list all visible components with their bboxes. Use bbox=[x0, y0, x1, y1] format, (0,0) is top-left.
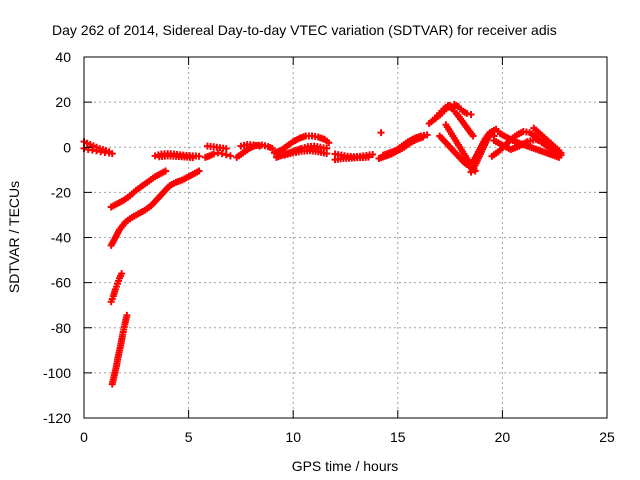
series-seg-r bbox=[377, 129, 385, 137]
data-point bbox=[226, 152, 234, 160]
y-tick-label: 20 bbox=[55, 94, 71, 110]
tick-labels: 0 5 10 15 20 25 -120 -100 -80 -60 -40 -20 0 20 40 bbox=[43, 49, 615, 445]
data-point bbox=[377, 129, 385, 137]
series-seg-l bbox=[237, 141, 264, 150]
grid bbox=[84, 57, 607, 418]
data-point bbox=[189, 154, 197, 162]
series-seg-o bbox=[281, 147, 331, 159]
series-seg-v bbox=[431, 102, 477, 140]
data-points bbox=[80, 100, 565, 388]
data-point bbox=[325, 139, 333, 147]
x-tick-label: 0 bbox=[80, 429, 88, 445]
data-point bbox=[123, 311, 131, 319]
x-tick-label: 5 bbox=[185, 429, 193, 445]
y-tick-label: -40 bbox=[51, 230, 71, 246]
series-seg-ad bbox=[530, 124, 563, 155]
x-tick-label: 15 bbox=[390, 429, 406, 445]
data-point bbox=[222, 151, 230, 159]
series-seg-h bbox=[155, 152, 197, 162]
x-axis-label: GPS time / hours bbox=[292, 458, 399, 474]
series-seg-c bbox=[107, 167, 170, 211]
data-point bbox=[256, 142, 264, 150]
series-seg-e bbox=[107, 270, 126, 306]
data-point bbox=[162, 167, 170, 175]
x-tick-label: 10 bbox=[285, 429, 301, 445]
series-seg-ac bbox=[498, 131, 563, 161]
data-point bbox=[105, 149, 113, 157]
series-seg-k bbox=[233, 141, 276, 161]
data-point bbox=[222, 145, 230, 153]
y-tick-label: -120 bbox=[43, 410, 71, 426]
data-point bbox=[365, 153, 373, 161]
series-seg-f bbox=[108, 311, 131, 388]
x-tick-label: 25 bbox=[599, 429, 615, 445]
y-tick-label: 0 bbox=[63, 139, 71, 155]
data-point bbox=[467, 111, 475, 119]
tick-marks bbox=[83, 56, 608, 419]
series-seg-q bbox=[331, 153, 373, 164]
y-axis-label: SDTVAR / TECUs bbox=[6, 181, 22, 293]
series-seg-j bbox=[203, 142, 230, 153]
data-point bbox=[118, 270, 126, 278]
data-point bbox=[555, 147, 563, 155]
data-point bbox=[323, 150, 331, 158]
x-tick-label: 20 bbox=[495, 429, 511, 445]
series-seg-t bbox=[379, 131, 431, 159]
data-point bbox=[469, 132, 477, 140]
data-point bbox=[463, 109, 471, 117]
series-seg-d bbox=[107, 167, 203, 249]
data-point bbox=[268, 144, 276, 152]
data-point bbox=[195, 167, 203, 175]
y-tick-label: -80 bbox=[51, 320, 71, 336]
y-tick-label: -20 bbox=[51, 184, 71, 200]
chart-title: Day 262 of 2014, Sidereal Day-to-day VTE… bbox=[52, 22, 557, 38]
series-seg-i bbox=[201, 149, 234, 161]
series-seg-x bbox=[436, 132, 475, 172]
data-point bbox=[210, 150, 218, 158]
data-point bbox=[555, 153, 563, 161]
y-tick-label: -100 bbox=[43, 365, 71, 381]
series-seg-z bbox=[469, 129, 498, 166]
data-point bbox=[218, 150, 226, 158]
data-point bbox=[423, 131, 431, 139]
y-tick-label: -60 bbox=[51, 275, 71, 291]
data-point bbox=[195, 152, 203, 160]
data-point bbox=[369, 150, 377, 158]
y-tick-label: 40 bbox=[55, 49, 71, 65]
